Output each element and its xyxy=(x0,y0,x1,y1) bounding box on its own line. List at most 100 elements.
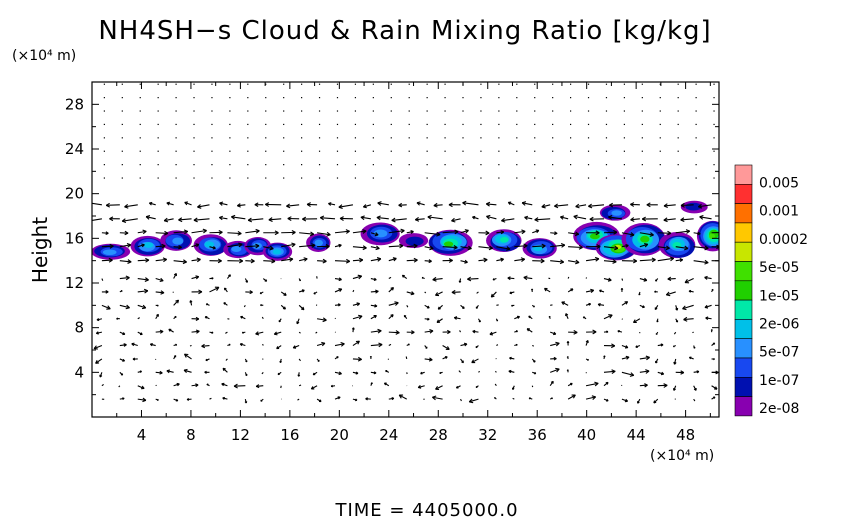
wind-arrow xyxy=(101,290,109,294)
wind-arrow xyxy=(508,369,515,374)
wind-arrow xyxy=(244,399,248,404)
wind-arrow xyxy=(485,201,497,207)
wind-arrow xyxy=(514,243,528,249)
wind-arrow xyxy=(589,216,605,222)
wind-arrow xyxy=(414,217,425,222)
wind-arrow xyxy=(566,369,569,373)
wind-arrow xyxy=(240,315,246,320)
wind-arrow xyxy=(639,243,649,248)
grid-dot xyxy=(175,83,177,85)
wind-arrow xyxy=(620,287,624,292)
colorbar-swatch xyxy=(734,357,753,378)
y-axis-unit: (×10⁴ m) xyxy=(12,48,76,64)
wind-arrow xyxy=(654,305,659,311)
grid-dot xyxy=(695,150,697,152)
colorbar-swatch xyxy=(734,280,753,301)
wind-arrow xyxy=(424,245,434,251)
wind-arrow xyxy=(231,214,246,220)
wind-arrow xyxy=(263,230,279,236)
grid-dot xyxy=(534,164,536,166)
grid-dot xyxy=(462,97,464,99)
wind-arrow xyxy=(683,316,694,322)
wind-arrow xyxy=(442,245,458,250)
wind-arrow xyxy=(197,204,210,209)
grid-dot xyxy=(623,97,625,99)
wind-arrow xyxy=(655,331,659,335)
wind-arrow xyxy=(173,229,189,235)
wind-arrow xyxy=(376,215,389,221)
wind-arrow xyxy=(548,315,551,319)
grid-dot xyxy=(372,177,374,179)
grid-dot xyxy=(336,150,339,152)
wind-arrow xyxy=(693,245,709,251)
wind-arrow xyxy=(281,230,296,235)
wind-arrow xyxy=(334,288,343,293)
grid-dot xyxy=(569,164,572,166)
wind-arrow xyxy=(427,214,443,220)
wind-arrow xyxy=(567,382,573,387)
wind-arrow xyxy=(711,357,715,361)
wind-arrow xyxy=(173,355,177,360)
grid-dot xyxy=(193,177,195,179)
wind-arrow xyxy=(532,258,545,264)
grid-dot xyxy=(444,83,446,85)
grid-dot xyxy=(390,150,392,152)
wind-arrow xyxy=(338,204,354,210)
grid-dot xyxy=(211,110,213,112)
wind-arrow xyxy=(585,256,600,262)
wind-arrow xyxy=(567,276,570,279)
wind-arrow xyxy=(603,369,616,375)
cloud-contour xyxy=(143,242,154,248)
wind-arrow xyxy=(621,243,629,248)
grid-dot xyxy=(444,177,446,179)
wind-arrow xyxy=(511,385,515,390)
wind-arrow xyxy=(673,331,677,335)
grid-dot xyxy=(462,177,464,179)
wind-arrow xyxy=(560,215,569,220)
grid-dot xyxy=(354,97,357,99)
grid-dot xyxy=(695,110,697,112)
wind-arrow xyxy=(673,358,677,365)
wind-arrow xyxy=(155,304,159,307)
colorbar-label: 2e-06 xyxy=(759,316,799,332)
grid-dot xyxy=(247,177,249,179)
wind-arrow xyxy=(298,278,301,282)
wind-arrow xyxy=(528,397,533,400)
wind-arrow xyxy=(334,243,342,248)
wind-arrow xyxy=(388,397,395,401)
grid-dot xyxy=(211,83,213,85)
grid-dot xyxy=(641,164,643,166)
grid-dot xyxy=(283,123,285,126)
grid-dot xyxy=(641,123,643,126)
grid-dot xyxy=(444,110,446,112)
wind-arrow xyxy=(608,214,622,220)
wind-arrow xyxy=(119,331,126,336)
wind-arrow xyxy=(416,201,425,206)
wind-arrow xyxy=(639,355,650,361)
grid-dot xyxy=(157,123,159,126)
wind-arrow xyxy=(657,245,670,251)
grid-dot xyxy=(552,123,554,126)
wind-arrow xyxy=(586,244,601,249)
grid-dot xyxy=(641,177,643,179)
colorbar-swatch xyxy=(734,241,753,262)
wind-arrow xyxy=(405,356,408,360)
wind-arrow xyxy=(328,202,336,206)
y-tick-label: 12 xyxy=(65,274,84,292)
wind-arrow xyxy=(173,273,177,279)
grid-dot xyxy=(408,83,410,85)
wind-arrow xyxy=(297,398,300,401)
grid-dot xyxy=(247,150,249,152)
colorbar-swatch xyxy=(734,299,753,320)
grid-dot xyxy=(569,137,572,139)
wind-arrow xyxy=(693,231,701,236)
wind-arrow xyxy=(225,331,228,334)
wind-arrow xyxy=(173,259,187,265)
wind-arrow xyxy=(223,287,228,293)
wind-arrow xyxy=(155,313,159,320)
wind-arrow xyxy=(532,371,537,375)
grid-dot xyxy=(139,97,141,99)
wind-arrow xyxy=(585,340,589,346)
wind-arrow xyxy=(496,344,499,347)
wind-arrow xyxy=(471,358,479,364)
